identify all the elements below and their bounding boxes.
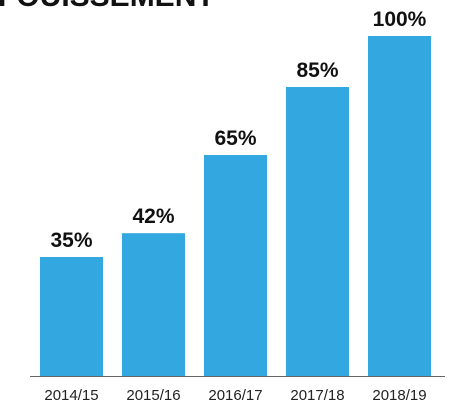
x-tick-label: 2018/19 xyxy=(372,387,426,404)
chart-title: FOUISSEMENT xyxy=(0,0,215,13)
value-label: 65% xyxy=(214,127,256,150)
value-label: 85% xyxy=(296,59,338,82)
x-tick-label: 2015/16 xyxy=(126,387,180,404)
value-label: 100% xyxy=(373,8,427,31)
bar xyxy=(368,36,431,376)
bar xyxy=(204,155,267,376)
x-tick-label: 2014/15 xyxy=(44,387,98,404)
bar xyxy=(40,257,103,376)
x-tick-label: 2017/18 xyxy=(290,387,344,404)
value-label: 35% xyxy=(50,229,92,252)
x-tick-label: 2016/17 xyxy=(208,387,262,404)
value-label: 42% xyxy=(132,205,174,228)
bar xyxy=(122,233,185,376)
bar xyxy=(286,87,349,376)
